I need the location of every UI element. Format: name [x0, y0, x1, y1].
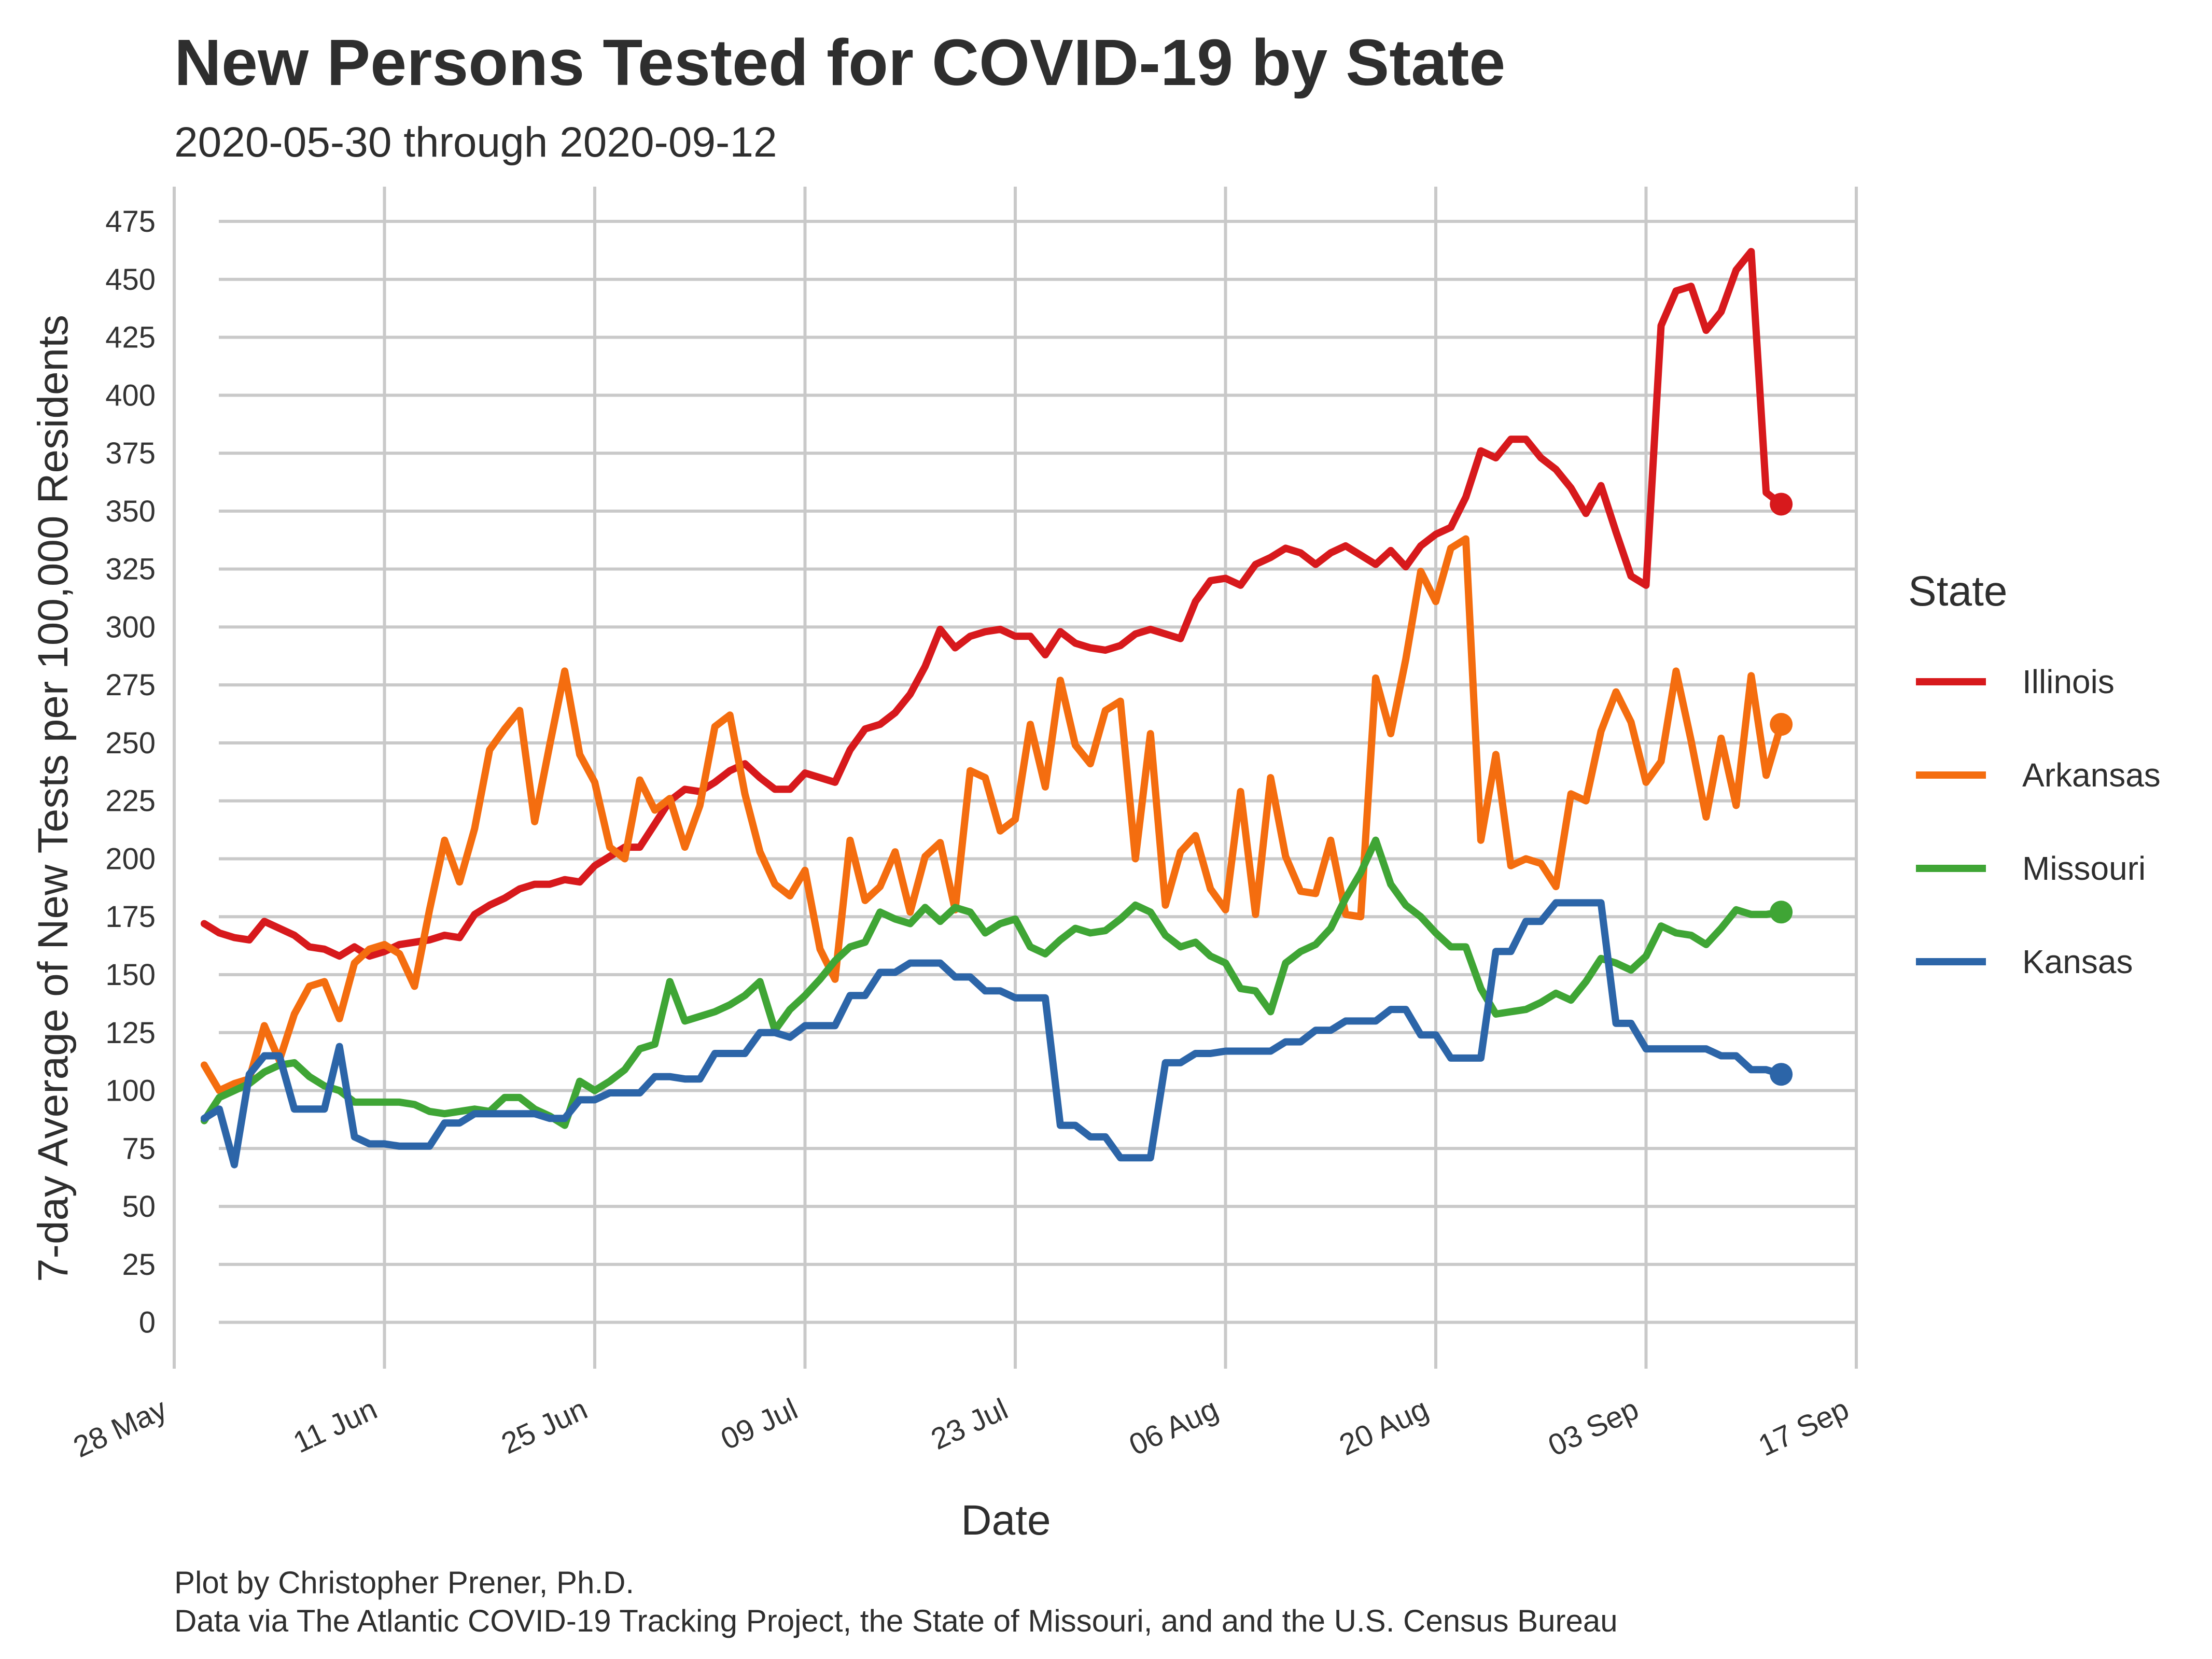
x-tick-label: 09 Jul [716, 1392, 803, 1456]
y-tick-label: 75 [122, 1132, 156, 1165]
y-tick-label: 250 [105, 726, 156, 760]
legend: State Illinois Arkansas Missouri Kansas [1908, 568, 2161, 980]
series-end-point-illinois [1770, 493, 1793, 516]
y-tick-label: 125 [105, 1016, 156, 1050]
y-tick-label: 275 [105, 668, 156, 702]
series-line-kansas [200, 899, 1785, 1169]
series-line-illinois [200, 248, 1785, 960]
y-tick-label: 475 [105, 205, 156, 238]
legend-label-illinois: Illinois [2022, 663, 2115, 700]
legend-label-kansas: Kansas [2022, 943, 2133, 980]
x-axis-title: Date [961, 1497, 1051, 1544]
grid-lines [173, 187, 1858, 1369]
caption: Plot by Christopher Prener, Ph.D. Data v… [174, 1564, 1618, 1640]
y-tick-label: 450 [105, 263, 156, 297]
caption-line-source: Data via The Atlantic COVID-19 Tracking … [174, 1604, 1618, 1638]
x-axis-tick-labels: 28 May 11 Jun 25 Jun 09 Jul 23 Jul 06 Aug 20 A… [68, 1392, 1854, 1464]
y-tick-label: 25 [122, 1248, 156, 1282]
legend-label-arkansas: Arkansas [2022, 756, 2161, 794]
x-tick-label: 06 Aug [1124, 1392, 1223, 1462]
legend-items: Illinois Arkansas Missouri Kansas [1916, 663, 2161, 980]
y-tick-label: 150 [105, 958, 156, 992]
x-tick-label: 28 May [68, 1392, 172, 1464]
caption-line-author: Plot by Christopher Prener, Ph.D. [174, 1565, 635, 1600]
series-end-point-missouri [1770, 901, 1793, 924]
y-axis-title: 7-day Average of New Tests per 100,000 R… [30, 315, 77, 1282]
x-tick-label: 20 Aug [1334, 1392, 1433, 1462]
chart-title: New Persons Tested for COVID-19 by State [174, 26, 1506, 99]
y-tick-label: 300 [105, 610, 156, 644]
y-tick-label: 225 [105, 784, 156, 818]
series-line-arkansas [200, 535, 1785, 1094]
series-end-point-kansas [1770, 1063, 1793, 1086]
y-tick-label: 325 [105, 553, 156, 586]
y-tick-label: 50 [122, 1190, 156, 1224]
x-tick-label: 11 Jun [288, 1392, 382, 1460]
x-tick-label: 03 Sep [1543, 1392, 1644, 1463]
y-tick-label: 375 [105, 437, 156, 470]
y-axis-tick-labels: 0 25 50 75 100 125 150 175 200 225 250 275 300 325 350… [105, 205, 156, 1340]
chart-subtitle: 2020-05-30 through 2020-09-12 [174, 119, 777, 166]
y-tick-label: 400 [105, 378, 156, 412]
legend-title: State [1908, 568, 2007, 615]
x-tick-label: 23 Jul [926, 1392, 1013, 1456]
legend-label-missouri: Missouri [2022, 850, 2146, 887]
series-line-missouri [200, 836, 1785, 1129]
y-tick-label: 100 [105, 1074, 156, 1108]
y-tick-label: 425 [105, 321, 156, 355]
series-lines [200, 248, 1793, 1169]
x-tick-label: 17 Sep [1753, 1392, 1854, 1463]
series-end-point-arkansas [1770, 713, 1793, 736]
y-tick-label: 175 [105, 900, 156, 934]
y-tick-label: 350 [105, 495, 156, 528]
y-tick-label: 0 [139, 1306, 156, 1340]
x-tick-label: 25 Jun [496, 1392, 592, 1461]
y-tick-label: 200 [105, 842, 156, 876]
